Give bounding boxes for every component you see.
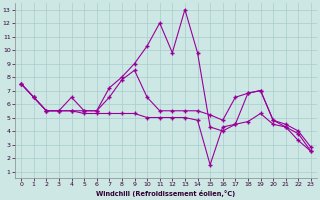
X-axis label: Windchill (Refroidissement éolien,°C): Windchill (Refroidissement éolien,°C)	[96, 190, 236, 197]
